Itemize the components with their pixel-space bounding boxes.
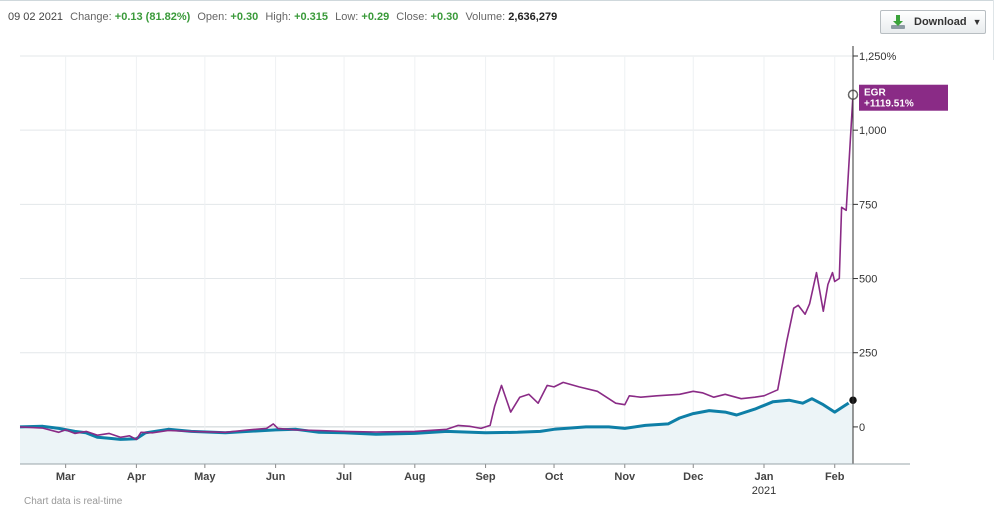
benchmark-series-line	[19, 397, 854, 441]
top-border	[0, 0, 994, 1]
egr-end-value: +1119.51%	[864, 99, 914, 110]
stats-date: 09 02 2021	[8, 11, 64, 23]
y-tick-label: 1,250%	[859, 51, 897, 63]
benchmark-area-fill	[20, 398, 853, 464]
x-tick-label: Dec	[683, 471, 703, 483]
y-tick-label: 250	[859, 348, 877, 360]
x-tick-label: Aug	[404, 471, 425, 483]
chart-labels: 1,250% 1,000 750 500 250 0 Mar Apr May Jun Jul Aug S…	[56, 51, 948, 497]
download-arrow-icon	[891, 15, 905, 29]
open-label: Open:	[197, 11, 228, 23]
series-layer	[19, 89, 859, 441]
egr-series-line	[19, 94, 854, 441]
x-tick-label: Jun	[266, 471, 286, 483]
chevron-down-icon: ▼	[972, 17, 982, 27]
x-tick-label: Nov	[614, 471, 636, 483]
high-label: High:	[265, 11, 291, 23]
x-tick-label: Feb	[825, 471, 845, 483]
download-button[interactable]: Download ▼	[880, 10, 986, 34]
realtime-footnote: Chart data is real-time	[24, 496, 123, 507]
open-value: +0.30	[230, 11, 259, 23]
y-tick-label: 500	[859, 274, 877, 286]
low-label: Low:	[335, 11, 359, 23]
egr-series-name: EGR	[864, 88, 886, 99]
y-tick-label: 750	[859, 199, 877, 211]
x-tick-label: Apr	[127, 471, 147, 483]
x-tick-sublabel: 2021	[752, 485, 776, 497]
x-tick-label: Oct	[545, 471, 564, 483]
x-tick-label: Jan	[755, 471, 774, 483]
volume-label: Volume:	[465, 11, 506, 23]
x-tick-label: Mar	[56, 471, 76, 483]
y-tick-label: 1,000	[859, 125, 887, 137]
x-tick-label: Jul	[336, 471, 352, 483]
x-tick-label: May	[194, 471, 216, 483]
right-border	[993, 0, 994, 60]
chart-grid	[20, 55, 853, 464]
chart-axes	[20, 46, 910, 468]
high-value: +0.315	[294, 11, 329, 23]
x-tick-label: Sep	[475, 471, 495, 483]
change-label: Change:	[70, 11, 112, 23]
price-stats-bar: 09 02 2021 Change: +0.13 (81.82%) Open: …	[8, 11, 557, 23]
close-label: Close:	[396, 11, 428, 23]
volume-value: 2,636,279	[508, 11, 558, 23]
y-tick-label: 0	[859, 422, 865, 434]
close-value: +0.30	[430, 11, 459, 23]
low-value: +0.29	[361, 11, 390, 23]
download-label: Download	[914, 16, 967, 28]
egr-label-badge	[859, 84, 948, 111]
change-value: +0.13 (81.82%)	[114, 11, 191, 23]
